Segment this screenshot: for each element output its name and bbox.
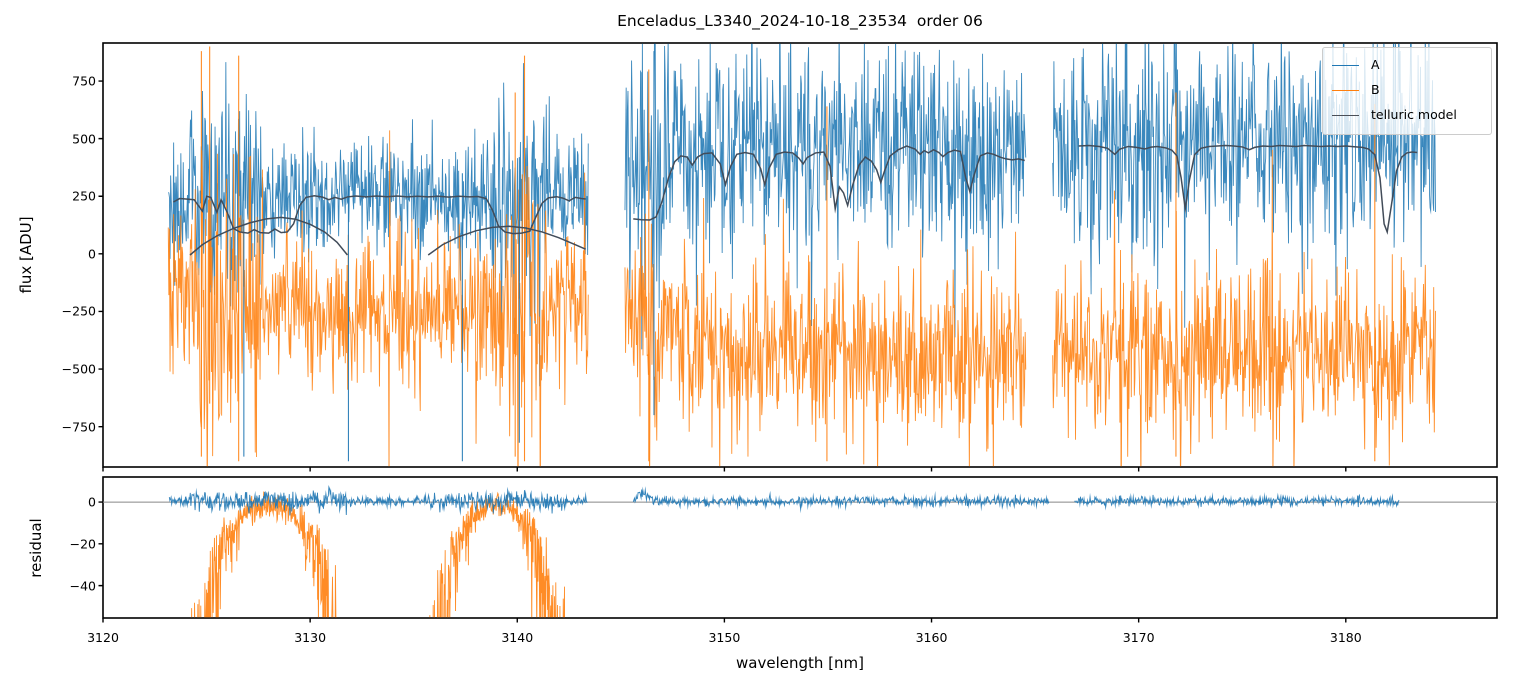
legend-line-sample: [1332, 65, 1359, 66]
y-tick-label-residual: −20: [69, 536, 96, 552]
y-tick-label-residual: −40: [69, 578, 96, 594]
x-axis-label: wavelength [nm]: [736, 654, 864, 672]
legend-line-sample: [1332, 90, 1359, 91]
legend-entry-label: A: [1371, 57, 1380, 73]
y-tick-label-residual: 0: [88, 494, 96, 510]
x-tick-label: 3170: [1122, 630, 1155, 645]
legend-entry: B: [1332, 78, 1483, 103]
y-tick-label-flux: 250: [72, 188, 96, 204]
legend-entry-label: telluric model: [1371, 107, 1457, 123]
x-tick-label: 3120: [87, 630, 119, 645]
x-tick-label: 3150: [708, 630, 741, 645]
y-tick-label-flux: −500: [61, 361, 96, 377]
legend-entry-label: B: [1371, 82, 1380, 98]
legend-entry: A: [1332, 53, 1483, 78]
x-tick-label: 3140: [501, 630, 534, 645]
y-tick-label-flux: −250: [61, 303, 96, 319]
legend-line-sample: [1332, 115, 1359, 116]
y-tick-label-flux: 500: [72, 131, 96, 147]
y-tick-label-flux: 750: [72, 73, 96, 89]
x-tick-label: 3160: [915, 630, 948, 645]
x-tick-label: 3180: [1329, 630, 1362, 645]
legend-entry: telluric model: [1332, 103, 1483, 128]
plot-title: Enceladus_L3340_2024-10-18_23534 order 0…: [617, 12, 983, 30]
y-tick-label-flux: −750: [61, 419, 96, 435]
y-tick-label-flux: 0: [88, 246, 96, 262]
x-tick-label: 3130: [294, 630, 327, 645]
